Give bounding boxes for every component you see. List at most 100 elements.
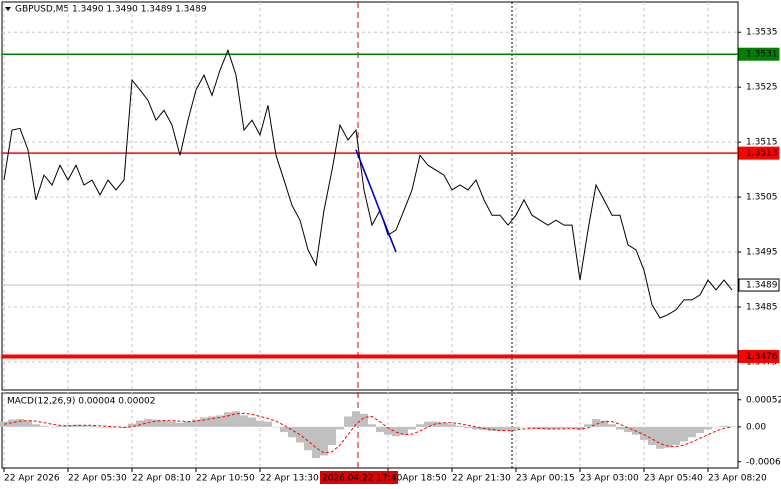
macd-bar	[512, 426, 520, 429]
y-tick-label: 0.00	[746, 422, 766, 432]
macd-bar	[312, 426, 320, 459]
macd-bar	[200, 417, 208, 427]
macd-bar	[688, 426, 696, 438]
x-tick-label: 23 Apr 00:15	[516, 474, 575, 484]
macd-bar	[48, 426, 56, 428]
macd-bar	[336, 426, 344, 430]
y-tick-label: 1.3515	[746, 138, 778, 148]
macd-bar	[24, 420, 32, 427]
x-tick-label: 22 Apr 13:30	[260, 474, 319, 484]
macd-bar	[176, 422, 184, 427]
macd-bar	[696, 426, 704, 434]
macd-bar	[704, 426, 712, 430]
macd-bar	[528, 426, 536, 428]
macd-bar	[104, 426, 112, 428]
macd-bar	[616, 426, 624, 430]
x-tick-label: 22 Apr 21:30	[452, 474, 511, 484]
macd-bar	[496, 426, 504, 432]
macd-bar	[224, 412, 232, 427]
y-tick-label: -0.00067	[746, 457, 781, 467]
macd-bar	[728, 426, 736, 427]
x-tick-label: 22 Apr 10:50	[196, 474, 255, 484]
macd-bar	[552, 426, 560, 429]
macd-bar	[448, 424, 456, 427]
macd-bar	[672, 426, 680, 446]
macd-bar	[64, 425, 72, 427]
macd-bar	[0, 421, 8, 427]
price-label-box	[738, 349, 780, 363]
macd-bar	[160, 420, 168, 427]
trend-line	[355, 149, 397, 253]
x-tick-label: 22 Apr 05:30	[68, 474, 127, 484]
macd-bar	[128, 423, 136, 427]
x-tick-label: 23 Apr 05:40	[644, 474, 703, 484]
macd-bar	[392, 426, 400, 437]
macd-bar	[456, 425, 464, 427]
macd-bar	[304, 426, 312, 451]
y-tick-label: 1.3535	[746, 28, 778, 38]
macd-bar	[592, 419, 600, 427]
macd-bar	[360, 413, 368, 427]
y-tick-label: 1.3495	[746, 248, 778, 258]
macd-bar	[344, 416, 352, 427]
chart-title: GBPUSD,M5 1.3490 1.3490 1.3489 1.3489	[15, 5, 207, 15]
macd-bar	[240, 415, 248, 427]
macd-bar	[536, 426, 544, 429]
x-tick-label: 23 Apr 03:00	[580, 474, 639, 484]
macd-panel-frame	[1, 392, 739, 469]
macd-bar	[624, 426, 632, 433]
price-label: 1.3531	[746, 50, 778, 60]
macd-bar	[288, 426, 296, 438]
macd-bar	[88, 425, 96, 427]
macd-bar	[576, 426, 584, 430]
price-line	[3, 48, 733, 319]
macd-bar	[168, 421, 176, 427]
price-label: 1.3513	[746, 149, 778, 159]
macd-bar	[32, 424, 40, 427]
macd-bar	[712, 426, 720, 428]
main-panel-frame	[1, 1, 739, 391]
x-tick-label: 23 Apr 08:20	[708, 474, 767, 484]
macd-bar	[544, 426, 552, 430]
price-label: 1.3476	[746, 352, 778, 362]
macd-bar	[56, 425, 64, 427]
x-tick-label: 22 Apr 18:50	[388, 474, 447, 484]
macd-bar	[400, 426, 408, 435]
macd-bar	[416, 424, 424, 427]
macd-bar	[504, 426, 512, 430]
macd-bar	[96, 426, 104, 428]
y-tick-label: 1.3505	[746, 193, 778, 203]
x-tick-label: 22 Apr 2026	[4, 474, 60, 484]
y-tick-label: 1.3485	[746, 303, 778, 313]
y-tick-label: 1.3525	[746, 83, 778, 93]
macd-bar	[488, 426, 496, 432]
macd-bar	[264, 421, 272, 427]
macd-bar	[648, 426, 656, 446]
macd-bar	[664, 426, 672, 448]
macd-bar	[72, 424, 80, 427]
macd-bar	[408, 426, 416, 430]
macd-bar	[192, 419, 200, 427]
macd-bar	[608, 424, 616, 427]
macd-bar	[656, 426, 664, 449]
macd-bar	[384, 426, 392, 435]
symbol-icon	[5, 7, 11, 11]
macd-bar	[424, 421, 432, 427]
macd-title: MACD(12,26,9) 0.00004 0.00002	[7, 397, 156, 407]
signal-line	[3, 412, 733, 454]
price-label-box	[738, 146, 780, 160]
macd-bar	[152, 419, 160, 427]
crosshair-label-box	[320, 471, 398, 484]
macd-bar	[208, 416, 216, 427]
macd-bar	[680, 426, 688, 442]
macd-bar	[16, 419, 24, 427]
price-label-box	[738, 47, 780, 61]
y-tick-label: 0.00052	[746, 395, 781, 405]
price-label: 1.3489	[746, 281, 778, 291]
macd-bar	[40, 425, 48, 427]
macd-bar	[352, 411, 360, 427]
macd-bar	[272, 426, 280, 428]
macd-bar	[184, 421, 192, 427]
